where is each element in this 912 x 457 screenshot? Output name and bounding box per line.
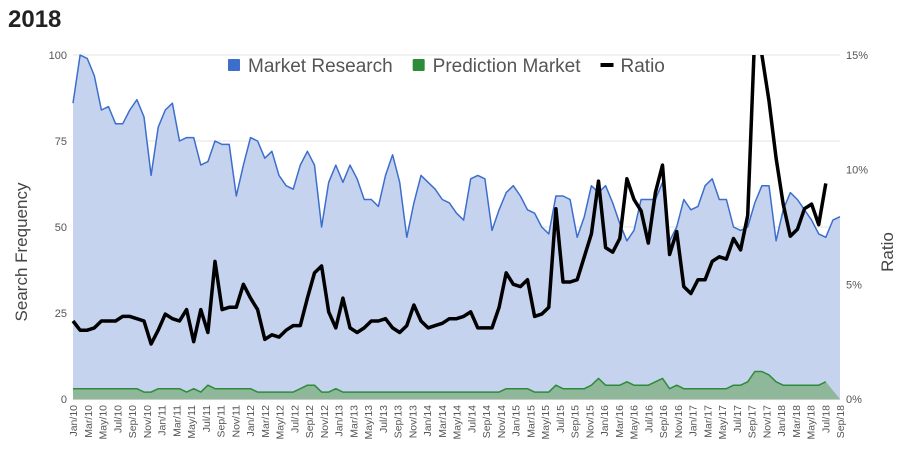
- x-axis-ticks: Jan/10 Mar/10 May/10 Jul/10 Sep/10 Nov/10 Jan/…: [68, 405, 847, 440]
- x-tick-label: Nov/11: [230, 405, 242, 438]
- x-tick-label: Mar/13: [348, 405, 360, 438]
- y2-tick-label: 15%: [846, 50, 868, 62]
- y-axis-title: Search Frequency: [12, 182, 31, 321]
- x-tick-label: Mar/16: [614, 405, 626, 438]
- y-axis-ticks: 0 25 50 75 100: [49, 50, 67, 406]
- x-tick-label: Nov/17: [761, 405, 773, 438]
- x-tick-label: Sep/11: [216, 405, 228, 438]
- legend-label: Prediction Market: [433, 56, 582, 77]
- x-tick-label: May/15: [540, 405, 552, 440]
- x-tick-label: Jan/18: [776, 405, 788, 437]
- legend-label: Market Research: [248, 56, 393, 77]
- x-tick-label: May/12: [275, 405, 287, 440]
- series-line-prediction-market: [73, 370, 827, 393]
- x-tick-label: May/10: [98, 405, 110, 440]
- legend: Market Research Prediction Market Ratio: [228, 56, 665, 77]
- x-tick-label: Jul/15: [555, 405, 567, 433]
- legend-swatch: [412, 59, 425, 71]
- legend-label: Ratio: [621, 56, 665, 77]
- x-tick-label: Sep/14: [481, 405, 493, 438]
- x-tick-label: Jan/16: [599, 405, 611, 437]
- x-tick-label: Nov/10: [142, 405, 154, 438]
- x-tick-label: Jul/12: [289, 405, 301, 433]
- x-tick-label: Sep/12: [304, 405, 316, 438]
- y-tick-label: 25: [55, 308, 67, 320]
- x-tick-label: Mar/10: [83, 405, 95, 438]
- x-tick-label: Nov/14: [496, 405, 508, 438]
- x-tick-label: Mar/15: [525, 405, 537, 438]
- x-tick-label: Sep/10: [127, 405, 139, 438]
- y-tick-label: 100: [49, 50, 67, 62]
- x-tick-label: May/13: [363, 405, 375, 440]
- x-tick-label: Jan/11: [157, 405, 169, 436]
- series-line-ratio: [71, 55, 828, 346]
- x-tick-label: Sep/16: [658, 405, 670, 438]
- y2-tick-label: 5%: [846, 279, 862, 291]
- x-tick-label: Jul/13: [378, 405, 390, 433]
- legend-swatch: [228, 59, 240, 71]
- x-tick-label: Nov/15: [584, 405, 596, 438]
- x-tick-label: Sep/18: [835, 405, 847, 438]
- y2-axis-ticks: 0% 5% 10% 15%: [846, 50, 868, 406]
- x-tick-label: May/11: [186, 405, 198, 439]
- x-tick-label: May/14: [452, 405, 464, 440]
- x-tick-label: Jul/17: [732, 405, 744, 433]
- x-tick-label: Sep/15: [570, 405, 582, 438]
- y2-axis-title: Ratio: [878, 232, 897, 272]
- x-tick-label: Mar/18: [791, 405, 803, 438]
- x-tick-label: Jan/15: [511, 405, 523, 437]
- x-tick-label: Jan/13: [334, 405, 346, 437]
- x-tick-label: Jul/14: [466, 405, 478, 433]
- y2-tick-label: 10%: [846, 165, 868, 177]
- x-tick-label: Mar/14: [437, 405, 449, 438]
- y2-tick-label: 0%: [846, 394, 862, 406]
- x-tick-label: Jul/16: [643, 405, 655, 433]
- area-fill-market-research: [73, 55, 840, 399]
- x-tick-label: Nov/12: [319, 405, 331, 438]
- x-tick-label: May/18: [806, 405, 818, 440]
- line-series: [71, 55, 828, 346]
- y-tick-label: 75: [55, 136, 67, 148]
- x-tick-label: Jul/11: [201, 405, 213, 432]
- x-tick-label: Jan/17: [688, 405, 700, 437]
- x-tick-label: Sep/17: [747, 405, 759, 438]
- y-tick-label: 0: [61, 394, 67, 406]
- area-series: [72, 54, 841, 399]
- x-tick-label: Nov/13: [407, 405, 419, 438]
- page-title: 2018: [8, 6, 62, 33]
- x-tick-label: Jan/10: [68, 405, 80, 437]
- x-tick-label: Mar/17: [702, 405, 714, 438]
- x-tick-label: Nov/16: [673, 405, 685, 438]
- series-line-market-research: [72, 54, 841, 242]
- x-tick-label: May/17: [717, 405, 729, 440]
- x-tick-label: Mar/12: [260, 405, 272, 438]
- x-tick-label: Jan/12: [245, 405, 257, 437]
- x-tick-label: May/16: [629, 405, 641, 440]
- x-tick-label: Jul/18: [820, 405, 832, 433]
- x-tick-label: Jan/14: [422, 405, 434, 437]
- x-tick-label: Sep/13: [393, 405, 405, 438]
- y-tick-label: 50: [55, 222, 67, 234]
- x-tick-label: Jul/10: [112, 405, 124, 433]
- x-tick-label: Mar/11: [171, 405, 183, 437]
